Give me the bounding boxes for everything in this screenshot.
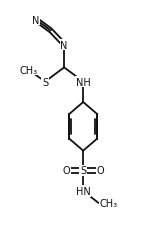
Text: O: O <box>62 166 70 176</box>
Text: NH: NH <box>76 77 91 87</box>
Text: CH₃: CH₃ <box>19 65 37 75</box>
Text: HN: HN <box>76 186 91 196</box>
Text: O: O <box>96 166 104 176</box>
Text: N: N <box>32 15 40 25</box>
Text: S: S <box>42 77 48 87</box>
Text: S: S <box>80 166 86 176</box>
Text: CH₃: CH₃ <box>99 198 118 208</box>
Text: N: N <box>60 40 68 50</box>
